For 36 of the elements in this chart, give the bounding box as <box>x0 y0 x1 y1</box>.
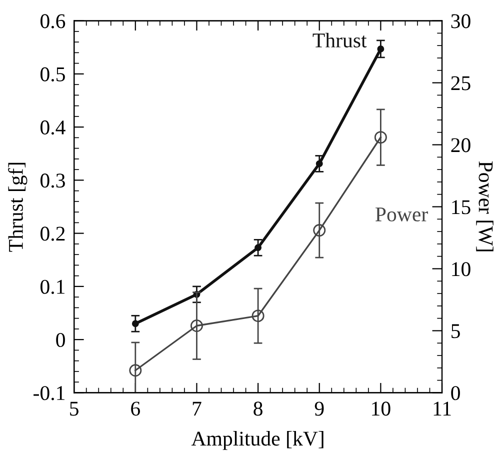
point <box>377 45 384 52</box>
point <box>316 160 323 168</box>
y-tick-label: 0.3 <box>40 174 65 188</box>
series-label: Power <box>376 208 428 222</box>
x-tick-label: 8 <box>254 402 262 416</box>
y-tick-label: 0.6 <box>40 14 66 28</box>
y-tick-label: 0.1 <box>40 280 65 294</box>
x-tick-label: 6 <box>131 402 140 416</box>
y-tick-label: 0.2 <box>40 226 65 241</box>
x-tick-label: 9 <box>314 402 324 416</box>
point <box>132 320 139 328</box>
y-tick-label: -0.1 <box>34 386 65 400</box>
y2-tick-label: 10 <box>452 262 470 276</box>
y2-tick-label: 25 <box>451 76 470 90</box>
point <box>374 131 387 144</box>
x-tick-label: 11 <box>434 402 451 416</box>
series-label: Thrust <box>312 32 367 48</box>
point <box>129 364 142 377</box>
point <box>190 320 203 332</box>
y-tick-label: 0 <box>56 332 65 348</box>
y2-tick-label: 20 <box>451 138 470 152</box>
x-tick-label: 10 <box>372 402 390 416</box>
y2-tick-label: 15 <box>452 200 470 214</box>
x-tick-label: 5 <box>70 402 78 416</box>
y2-axis-title: Power [W] <box>476 161 494 252</box>
point <box>313 224 326 237</box>
point <box>254 244 262 252</box>
x-axis-title: Amplitude [kV] <box>191 431 324 450</box>
y2-tick-label: 5 <box>452 324 460 338</box>
point <box>252 310 264 322</box>
y-tick-label: 0.5 <box>40 67 65 82</box>
y2-tick-label: 30 <box>451 14 470 28</box>
y-tick-label: 0.4 <box>40 120 66 135</box>
y-axis-title: Thrust [gf] <box>8 162 28 252</box>
x-tick-label: 7 <box>192 402 202 416</box>
y2-tick-label: 0 <box>451 386 460 400</box>
